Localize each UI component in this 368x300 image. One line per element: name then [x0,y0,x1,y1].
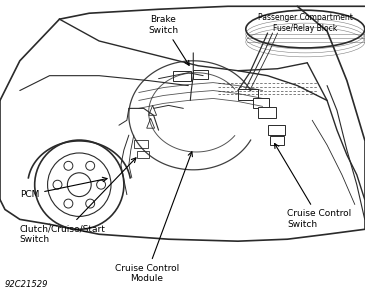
Bar [258,107,276,118]
Text: PCM: PCM [20,177,107,199]
Bar [238,88,258,101]
Bar [173,71,191,81]
Bar [193,70,208,79]
Text: 92C21529: 92C21529 [5,280,49,289]
Bar [134,140,148,148]
Text: Brake
Switch: Brake Switch [148,15,189,65]
Bar [268,125,286,135]
Text: Passenger Compartment
Fuse/Relay Block: Passenger Compartment Fuse/Relay Block [258,14,353,33]
Text: Cruise Control
Module: Cruise Control Module [114,152,192,284]
Text: Clutch/Cruise/Start
Switch: Clutch/Cruise/Start Switch [20,158,136,244]
Bar [270,136,284,145]
Ellipse shape [246,10,365,48]
Bar [253,98,269,108]
Text: Cruise Control
Switch: Cruise Control Switch [275,143,352,229]
Bar [137,151,149,158]
